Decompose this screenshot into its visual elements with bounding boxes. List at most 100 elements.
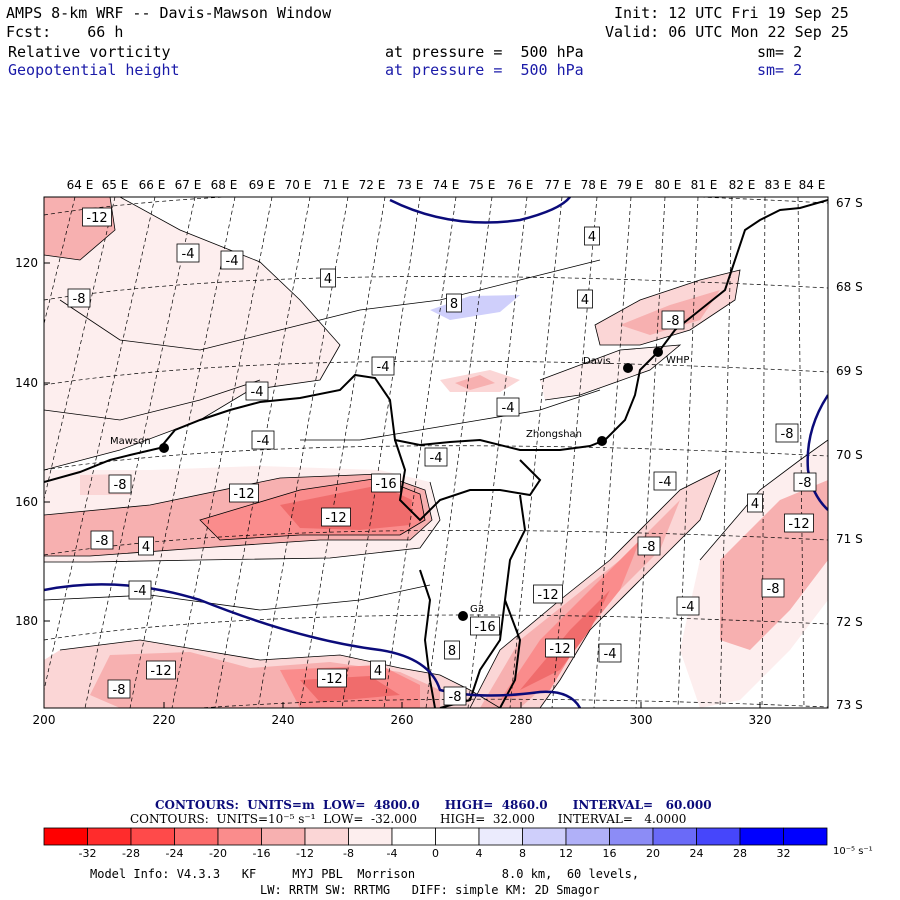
station-label: G3 bbox=[470, 604, 484, 615]
legend-swatch bbox=[478, 827, 523, 846]
contour-label: -8 bbox=[767, 582, 780, 597]
field1-smoothing: sm= 2 bbox=[757, 43, 803, 61]
longitude-label: 73 E bbox=[397, 178, 424, 192]
ice-shelf-edge bbox=[394, 439, 542, 708]
contour-label: -12 bbox=[233, 487, 254, 502]
vorticity-contour-info: CONTOURS: UNITS=10⁻⁵ s⁻¹ LOW= -32.000 HI… bbox=[130, 812, 687, 826]
x-tick-label: 260 bbox=[391, 713, 414, 727]
x-tick-label: 280 bbox=[510, 713, 533, 727]
contour-label: -4 bbox=[377, 360, 390, 375]
longitude-label: 76 E bbox=[507, 178, 534, 192]
contour-label: -8 bbox=[113, 683, 126, 698]
map-panel: 64 E 65 E 66 E 67 E 68 E 69 E 70 E 71 E 72 E 73 E… bbox=[15, 178, 863, 727]
contour-label: -4 bbox=[226, 254, 239, 269]
longitude-label: 78 E bbox=[581, 178, 608, 192]
legend-swatch bbox=[348, 827, 393, 846]
field2-level: at pressure = 500 hPa bbox=[385, 61, 584, 79]
graticule-parallels bbox=[44, 197, 828, 708]
contour-label: 4 bbox=[142, 540, 150, 555]
contour-label: -4 bbox=[502, 401, 515, 416]
longitude-label: 72 E bbox=[359, 178, 386, 192]
legend-tick-label: -16 bbox=[253, 847, 271, 860]
legend-tick-label: 32 bbox=[777, 847, 791, 860]
legend-swatch bbox=[696, 827, 741, 846]
contour-label: 8 bbox=[448, 644, 456, 659]
station-marker bbox=[623, 363, 633, 373]
contour-label: -8 bbox=[667, 314, 680, 329]
legend-swatch bbox=[739, 827, 784, 846]
longitude-label: 77 E bbox=[545, 178, 572, 192]
contour-labels: -12 -4 -4 4 -8 8 4 4 -8 -4 -4 -4 -4 -4 -8 -8 -12 -16 -12 -8… bbox=[67, 207, 817, 706]
legend-tick-label: -20 bbox=[209, 847, 227, 860]
station-label: Zhongshan bbox=[526, 429, 582, 440]
legend-tick-label: -32 bbox=[79, 847, 97, 860]
map-title: AMPS 8-km WRF -- Davis-Mawson Window bbox=[6, 4, 332, 22]
init-time: Init: 12 UTC Fri 19 Sep 25 bbox=[614, 4, 849, 22]
legend-swatch bbox=[43, 827, 88, 846]
contour-label: -16 bbox=[474, 620, 495, 635]
legend-tick-label: 24 bbox=[690, 847, 704, 860]
contour-label: 4 bbox=[588, 230, 596, 245]
contour-label: -8 bbox=[96, 534, 109, 549]
contour-label: -4 bbox=[182, 247, 195, 262]
station-label: Mawson bbox=[110, 436, 151, 447]
legend-swatch bbox=[783, 827, 828, 846]
contour-label: -12 bbox=[325, 511, 346, 526]
longitude-label: 81 E bbox=[691, 178, 718, 192]
contour-label: -8 bbox=[449, 690, 462, 705]
latitude-label: 71 S bbox=[836, 532, 863, 546]
legend-swatch bbox=[391, 827, 436, 846]
legend-swatch bbox=[522, 827, 567, 846]
contour-label: -8 bbox=[799, 476, 812, 491]
station-marker bbox=[597, 436, 607, 446]
longitude-label: 71 E bbox=[323, 178, 350, 192]
longitude-label: 79 E bbox=[617, 178, 644, 192]
legend-tick-label: -8 bbox=[343, 847, 354, 860]
contour-label: 4 bbox=[374, 664, 382, 679]
contour-label: -12 bbox=[86, 211, 107, 226]
legend-swatch bbox=[652, 827, 697, 846]
x-tick-label: 300 bbox=[630, 713, 653, 727]
legend-tick-label: 8 bbox=[519, 847, 526, 860]
geopotential-contours bbox=[44, 197, 828, 708]
longitude-label: 74 E bbox=[433, 178, 460, 192]
x-axis-ticks: 200 220 240 260 280 300 320 bbox=[33, 702, 772, 727]
legend-swatch bbox=[261, 827, 306, 846]
stations: Mawson Davis WHP Zhongshan G3 bbox=[110, 347, 689, 621]
x-tick-label: 220 bbox=[153, 713, 176, 727]
field2-smoothing: sm= 2 bbox=[757, 61, 803, 79]
legend-swatch bbox=[609, 827, 654, 846]
longitude-labels: 64 E 65 E 66 E 67 E 68 E 69 E 70 E 71 E 72 E 73 E… bbox=[67, 178, 826, 192]
x-tick-label: 320 bbox=[749, 713, 772, 727]
legend-tick-label: -28 bbox=[122, 847, 140, 860]
contour-label: -12 bbox=[150, 664, 171, 679]
contour-label: -8 bbox=[643, 540, 656, 555]
longitude-label: 80 E bbox=[655, 178, 682, 192]
contour-label: -12 bbox=[788, 517, 809, 532]
longitude-label: 65 E bbox=[102, 178, 129, 192]
contour-label: -12 bbox=[537, 588, 558, 603]
contour-label: -16 bbox=[375, 477, 396, 492]
contour-label: 8 bbox=[450, 297, 458, 312]
legend-tick-label: 0 bbox=[432, 847, 439, 860]
contour-label: -4 bbox=[682, 600, 695, 615]
field1-name: Relative vorticity bbox=[8, 43, 171, 61]
contour-label: -4 bbox=[659, 475, 672, 490]
legend-tick-label: 28 bbox=[733, 847, 747, 860]
longitude-label: 75 E bbox=[469, 178, 496, 192]
vorticity-contours bbox=[44, 197, 828, 708]
legend-swatch bbox=[304, 827, 349, 846]
latitude-label: 67 S bbox=[836, 196, 863, 210]
legend-swatch bbox=[87, 827, 132, 846]
latitude-label: 73 S bbox=[836, 698, 863, 712]
y-tick-label: 160 bbox=[15, 495, 38, 509]
contour-label: -4 bbox=[604, 647, 617, 662]
map-frame bbox=[43, 196, 829, 709]
contour-label: -12 bbox=[321, 672, 342, 687]
legend-tick-label: 16 bbox=[603, 847, 617, 860]
contour-label: -4 bbox=[257, 434, 270, 449]
latitude-label: 72 S bbox=[836, 615, 863, 629]
legend-swatch bbox=[217, 827, 262, 846]
field1-level: at pressure = 500 hPa bbox=[385, 43, 584, 61]
legend-tick-label: 4 bbox=[476, 847, 483, 860]
